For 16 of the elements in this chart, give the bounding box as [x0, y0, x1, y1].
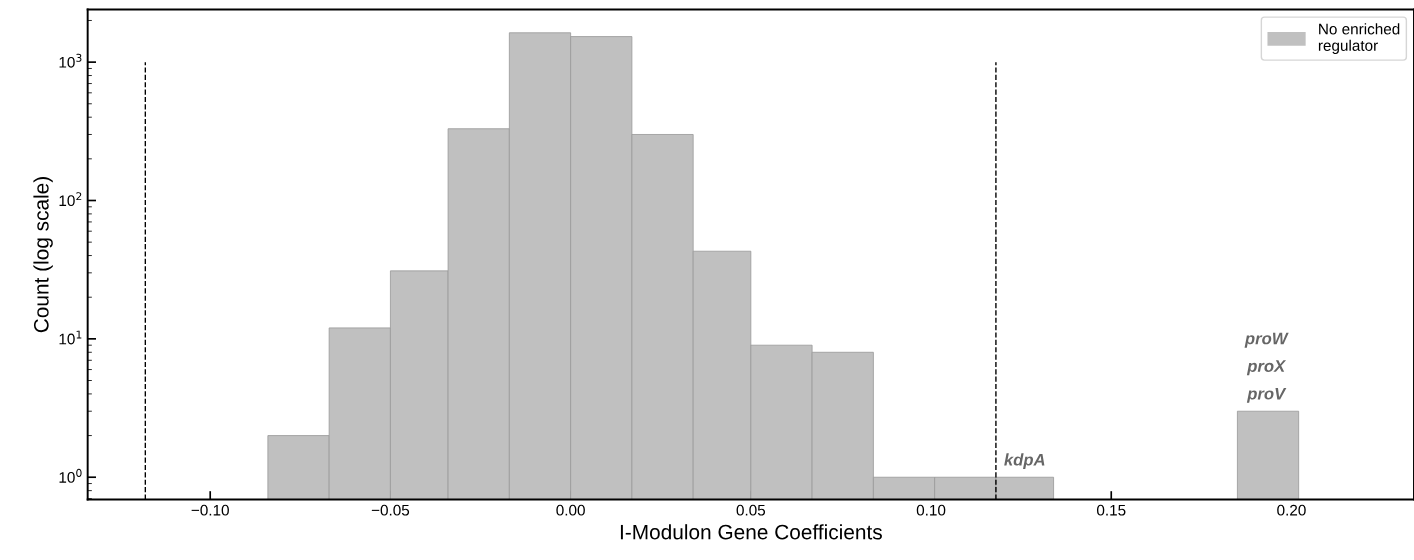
x-tick-label: 0.15 — [1096, 504, 1126, 516]
x-tick-label: −0.10 — [191, 504, 229, 516]
x-tick-label: −0.05 — [371, 504, 410, 516]
x-tick-label: 0.00 — [556, 504, 585, 516]
y-tick-label: 10$^{3}$ — [59, 53, 82, 68]
y-tick-label: 10$^{2}$ — [59, 192, 82, 207]
y-axis-title: Count (log scale) — [33, 177, 53, 333]
x-axis-title: I-Modulon Gene Coefficients — [620, 524, 882, 540]
y-tick-label: 10$^{1}$ — [59, 330, 82, 345]
annotation: proW proX proV — [1244, 332, 1289, 403]
annotation: kdpA — [1004, 453, 1045, 469]
x-tick-label: 0.10 — [916, 504, 946, 516]
legend-label: No enriched regulator — [1318, 23, 1400, 54]
x-tick-label: 0.20 — [1277, 504, 1306, 516]
y-tick-label: 10$^{0}$ — [59, 468, 82, 483]
x-tick-label: 0.05 — [736, 504, 766, 516]
